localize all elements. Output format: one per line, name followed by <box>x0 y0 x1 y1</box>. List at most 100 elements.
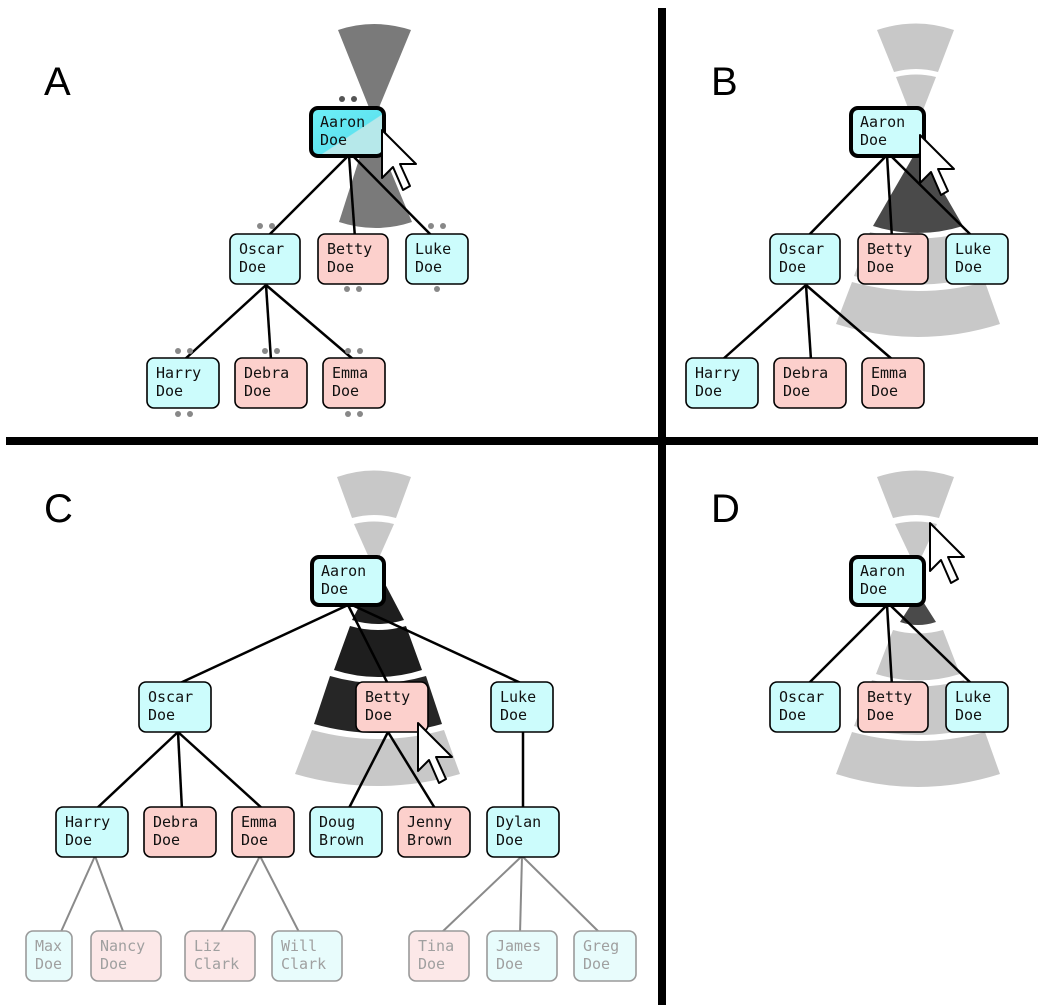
node-box <box>769 681 841 733</box>
node-box <box>486 930 558 982</box>
node-first-name: Luke <box>500 688 536 706</box>
node-first-name: Betty <box>327 240 372 258</box>
node-first-name: James <box>496 937 541 955</box>
node-box <box>773 357 847 409</box>
node-box <box>408 930 470 982</box>
wedge-down-inner <box>873 155 963 233</box>
vertical-divider <box>658 8 666 1005</box>
node-box <box>573 930 637 982</box>
wedge-up-outer <box>877 23 954 72</box>
node-box <box>317 233 389 285</box>
wedge-up <box>338 24 411 110</box>
node-box <box>90 930 162 982</box>
node-box <box>849 555 926 607</box>
node-last-name: Doe <box>148 706 175 724</box>
panel-label: B <box>711 60 738 104</box>
node-last-name: Doe <box>321 580 348 598</box>
mouse-cursor-icon <box>381 129 417 191</box>
node-last-name: Doe <box>955 706 982 724</box>
mouse-cursor-icon <box>919 134 955 196</box>
node-box <box>355 681 429 733</box>
mouse-cursor-icon <box>929 522 965 584</box>
node-first-name: Harry <box>695 364 740 382</box>
node-first-name: Debra <box>153 813 198 831</box>
node-last-name: Doe <box>239 258 266 276</box>
node-first-name: Oscar <box>779 240 824 258</box>
node-last-name: Doe <box>35 955 62 973</box>
node-first-name: Betty <box>365 688 410 706</box>
node-first-name: Luke <box>955 240 991 258</box>
panel-dividers <box>6 8 1038 1005</box>
tree-links <box>721 154 975 361</box>
node-last-name: Doe <box>779 706 806 724</box>
node-box <box>184 930 256 982</box>
node-last-name: Doe <box>244 382 271 400</box>
node-box <box>945 233 1009 285</box>
node-first-name: Emma <box>241 813 277 831</box>
node-box <box>25 930 73 982</box>
node-box <box>231 806 295 858</box>
node-first-name: Debra <box>783 364 828 382</box>
node-box <box>271 930 343 982</box>
node-box <box>310 555 386 607</box>
node-first-name: Emma <box>332 364 368 382</box>
node-last-name: Doe <box>153 831 180 849</box>
node-box <box>55 806 129 858</box>
node-first-name: Dylan <box>496 813 541 831</box>
panel-label: A <box>44 60 71 104</box>
node-box <box>849 106 926 158</box>
node-first-name: Oscar <box>148 688 193 706</box>
node-box <box>146 357 220 409</box>
node-last-name: Doe <box>955 258 982 276</box>
mouse-cursor-icon <box>417 722 453 784</box>
tree-links-faded <box>59 855 602 935</box>
node-first-name: Harry <box>65 813 110 831</box>
node-last-name: Doe <box>496 955 523 973</box>
node-first-name: Jenny <box>407 813 452 831</box>
node-box <box>234 357 308 409</box>
node-first-name: Will <box>281 937 317 955</box>
node-box <box>229 233 301 285</box>
node-last-name: Doe <box>867 706 894 724</box>
node-last-name: Brown <box>319 831 364 849</box>
panel-label: C <box>44 487 73 531</box>
node-box <box>769 233 841 285</box>
node-first-name: Max <box>35 937 62 955</box>
